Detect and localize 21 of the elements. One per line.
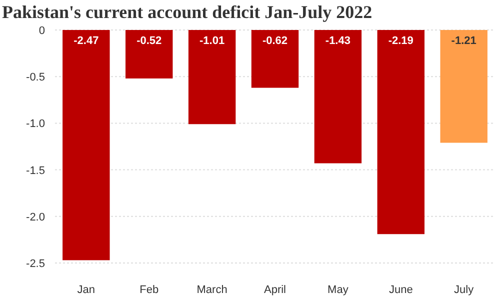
x-tick-label: March [196, 284, 228, 296]
x-tick-label: Feb [140, 284, 159, 296]
data-label: -1.43 [325, 35, 350, 47]
x-tick-label: Jan [77, 284, 96, 296]
data-label: -0.52 [136, 35, 162, 47]
chart-title: Pakistan's current account deficit Jan-July 2022 [2, 2, 372, 22]
y-tick-label: -1.0 [26, 118, 45, 130]
data-label: -2.47 [74, 35, 99, 47]
y-tick-label: 0 [38, 25, 45, 37]
x-tick-label: May [328, 284, 349, 296]
data-label: -0.62 [262, 35, 288, 47]
y-tick-label: -2.0 [26, 211, 45, 224]
y-tick-label: -2.5 [26, 258, 45, 270]
x-tick-label: April [264, 284, 286, 296]
x-tick-label: July [454, 284, 474, 296]
y-tick-label: -0.5 [26, 72, 45, 84]
data-label: -2.19 [388, 35, 414, 47]
data-label: -1.01 [200, 35, 225, 47]
y-tick-label: -1.5 [26, 164, 45, 177]
x-tick-label: June [388, 284, 413, 296]
data-label: -1.21 [451, 35, 476, 47]
